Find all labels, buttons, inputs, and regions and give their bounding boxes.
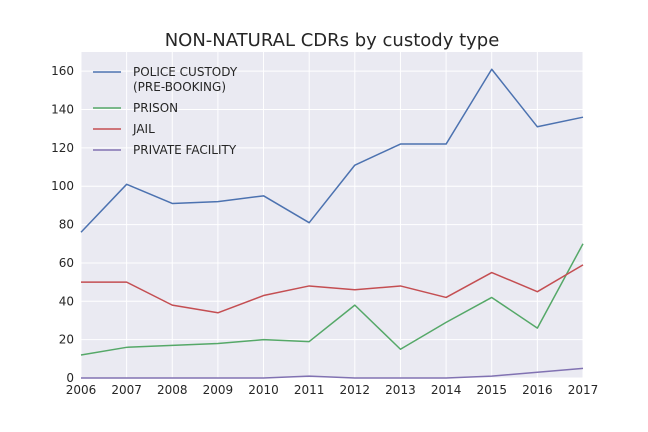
y-tick-label: 60 (59, 256, 74, 270)
legend-label: PRIVATE FACILITY (133, 143, 237, 157)
series-line (80, 68, 584, 233)
x-tick-label: 2009 (203, 383, 234, 397)
x-tick-label: 2008 (157, 383, 188, 397)
y-tick-label: 80 (59, 218, 74, 232)
legend-label: (PRE-BOOKING) (133, 80, 226, 94)
x-tick-label: 2011 (294, 383, 325, 397)
legend-item: PRISON (93, 101, 178, 115)
y-tick-label: 0 (66, 371, 74, 385)
legend-item: JAIL (93, 122, 155, 136)
y-tick-label: 20 (59, 333, 74, 347)
x-tick-label: 2013 (385, 383, 416, 397)
grid (80, 52, 584, 379)
x-tick-label: 2014 (431, 383, 462, 397)
y-tick-label: 160 (51, 64, 74, 78)
legend-item: POLICE CUSTODY(PRE-BOOKING) (93, 65, 238, 94)
legend-item: PRIVATE FACILITY (93, 143, 237, 157)
x-tick-label: 2012 (340, 383, 371, 397)
y-tick-label: 40 (59, 294, 74, 308)
x-tick-label: 2006 (66, 383, 97, 397)
chart-title: NON-NATURAL CDRs by custody type (165, 30, 500, 51)
x-tick-labels: 2006 2007 2008 2009 2010 2011 2012 2013 2014 2015… (66, 383, 599, 397)
x-tick-label: 2010 (248, 383, 279, 397)
x-tick-label: 2015 (476, 383, 507, 397)
legend: POLICE CUSTODY(PRE-BOOKING) PRISON JAIL PRI… (93, 65, 238, 157)
legend-label: JAIL (132, 122, 155, 136)
legend-label: PRISON (133, 101, 178, 115)
y-tick-label: 100 (51, 179, 74, 193)
y-tick-label: 120 (51, 141, 74, 155)
series-line (81, 367, 584, 379)
legend-label: POLICE CUSTODY (133, 65, 238, 79)
y-tick-labels: 0 20 40 60 80 100 120 140 160 (51, 64, 74, 385)
series-line (80, 243, 584, 356)
x-tick-label: 2017 (568, 383, 599, 397)
y-tick-label: 140 (51, 103, 74, 117)
series-line (81, 264, 584, 314)
series-lines (80, 68, 584, 379)
x-tick-label: 2007 (111, 383, 142, 397)
x-tick-label: 2016 (522, 383, 553, 397)
